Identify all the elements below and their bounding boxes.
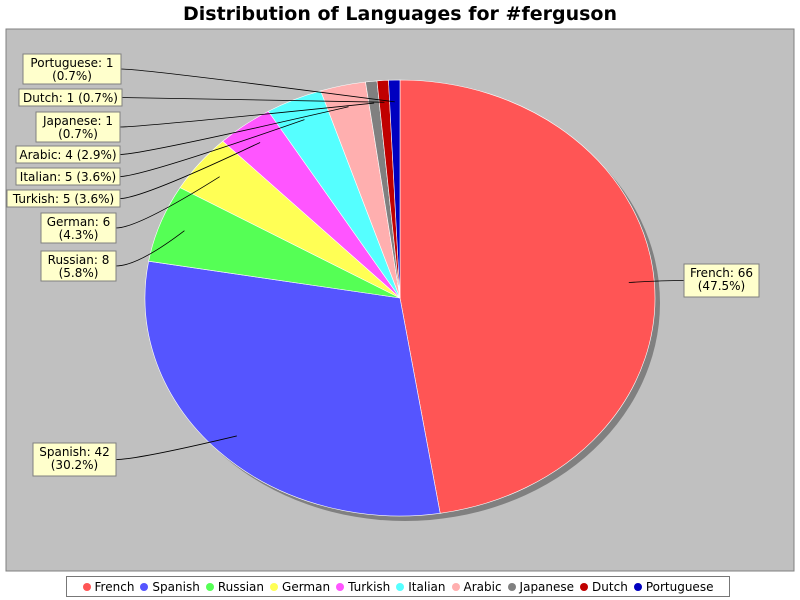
legend-item-russian: Russian (205, 579, 265, 594)
legend-label: Russian (217, 579, 265, 594)
legend-swatch (336, 582, 345, 591)
legend-swatch (140, 582, 149, 591)
chart-title: Distribution of Languages for #ferguson (183, 3, 617, 25)
slice-label-german: German: 6(4.3%) (40, 212, 117, 244)
slice-label-box (35, 111, 121, 143)
slice-label-line1: Japanese: 1 (42, 114, 113, 128)
slice-label-box (18, 88, 123, 107)
legend-label: Portuguese (645, 579, 714, 594)
legend-item-spanish: Spanish (140, 579, 200, 594)
legend-swatch (205, 582, 214, 591)
slice-label-line2: (5.8%) (59, 266, 99, 280)
legend-label: Spanish (152, 579, 200, 594)
slice-label-french: French: 66(47.5%) (683, 263, 760, 298)
legend-swatch (507, 582, 516, 591)
slice-label-box (15, 145, 121, 164)
leader-line-arabic (119, 106, 349, 155)
legend-label: Turkish (348, 579, 391, 594)
slice-label-line2: (0.7%) (58, 127, 98, 141)
slice-label-box (15, 167, 121, 186)
legend-item-french: French (82, 579, 135, 594)
legend-swatch (633, 582, 642, 591)
slice-label-line1: Spanish: 42 (39, 445, 110, 459)
slice-label-line1: Arabic: 4 (2.9%) (19, 148, 116, 162)
legend-swatch (82, 582, 91, 591)
pie-slice-french (399, 79, 656, 514)
slice-label-spanish: Spanish: 42(30.2%) (32, 442, 117, 477)
slice-label-box (683, 263, 760, 298)
legend-item-japanese: Japanese (507, 579, 575, 594)
legend-item-turkish: Turkish (336, 580, 390, 594)
slice-label-japanese: Japanese: 1(0.7%) (35, 111, 121, 143)
leader-line-italian (119, 119, 305, 177)
legend-item-german: German (270, 580, 330, 594)
leader-line-dutch (121, 97, 385, 103)
legend-label: Dutch (592, 579, 628, 594)
legend-item-arabic: Arabic (451, 579, 502, 594)
leader-line-german (115, 176, 220, 229)
slice-label-line1: Dutch: 1 (0.7%) (23, 91, 118, 105)
leader-line-portuguese (120, 68, 395, 103)
leader-line-russian (115, 230, 185, 267)
legend-label: Japanese (519, 579, 575, 594)
slice-label-line2: (0.7%) (52, 69, 92, 83)
slice-label-line1: French: 66 (690, 266, 753, 280)
slice-label-turkish: Turkish: 5 (3.6%) (6, 189, 121, 208)
slice-label-line2: (30.2%) (51, 458, 98, 472)
legend-swatch (580, 582, 589, 591)
pie-slice-portuguese (388, 79, 401, 299)
leader-line-french (628, 280, 685, 283)
slice-label-line1: German: 6 (47, 215, 111, 229)
legend-item-italian: Italian (396, 579, 446, 594)
slice-label-box (40, 250, 117, 282)
legend-item-portuguese: Portuguese (633, 579, 714, 594)
legend: French Spanish Russian German Turkish Italian… (66, 576, 730, 597)
leader-line-japanese (119, 102, 375, 128)
slice-label-line1: Italian: 5 (3.6%) (20, 170, 116, 184)
slice-label-dutch: Dutch: 1 (0.7%) (18, 88, 123, 107)
legend-label: French (94, 579, 135, 594)
legend-item-dutch: Dutch (580, 580, 628, 594)
slice-label-line1: Turkish: 5 (3.6%) (12, 192, 114, 206)
slice-label-russian: Russian: 8(5.8%) (40, 250, 117, 282)
slice-label-line2: (4.3%) (59, 228, 99, 242)
pie-slice-spanish (144, 260, 441, 517)
slice-label-italian: Italian: 5 (3.6%) (15, 167, 121, 186)
slice-label-box (40, 212, 117, 244)
legend-swatch (270, 582, 279, 591)
legend-swatch (396, 582, 405, 591)
legend-swatch (451, 582, 460, 591)
legend-label: Italian (408, 579, 446, 594)
legend-label: German (282, 579, 331, 594)
legend-label: Arabic (463, 579, 502, 594)
slice-label-line1: Russian: 8 (48, 253, 110, 267)
slice-label-box (32, 442, 117, 477)
slice-label-arabic: Arabic: 4 (2.9%) (15, 145, 121, 164)
slice-label-portuguese: Portuguese: 1(0.7%) (22, 53, 122, 85)
leader-line-spanish (115, 435, 237, 460)
slice-label-box (22, 53, 122, 85)
leader-line-turkish (119, 142, 261, 199)
slice-label-line2: (47.5%) (698, 279, 745, 293)
slice-label-line1: Portuguese: 1 (30, 56, 113, 70)
slice-label-box (6, 189, 121, 208)
